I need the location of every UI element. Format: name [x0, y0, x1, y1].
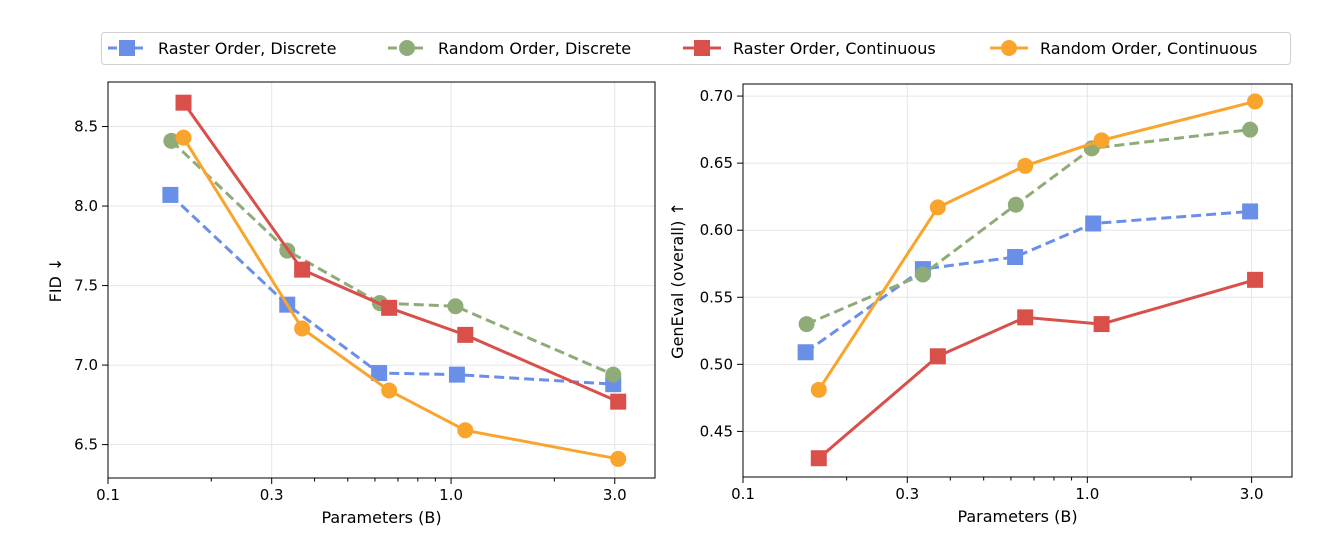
x-tick-label: 3.0: [603, 486, 627, 504]
data-point-square-marker: [381, 299, 398, 316]
data-point-circle-marker: [605, 366, 622, 383]
data-point-circle-marker: [294, 320, 311, 337]
y-tick-label: 0.65: [700, 154, 733, 172]
data-point-circle-marker: [457, 422, 474, 439]
data-point-square-marker: [175, 94, 192, 111]
y-tick-label: 0.60: [700, 221, 733, 239]
data-point-circle-marker: [798, 316, 815, 333]
y-tick-label: 0.45: [700, 422, 733, 440]
y-tick-label: 6.5: [74, 436, 98, 454]
data-point-square-marker: [1242, 203, 1259, 220]
data-point-square-marker: [457, 326, 474, 343]
data-point-square-marker: [1093, 316, 1110, 333]
legend-square-marker: [694, 40, 710, 56]
data-point-square-marker: [371, 365, 388, 382]
y-tick-label: 7.0: [74, 356, 98, 374]
axes-frame: [107, 81, 656, 479]
y-axis-label: GenEval (overall) ↑: [668, 202, 687, 359]
data-point-circle-marker: [1093, 132, 1110, 149]
data-point-circle-marker: [1242, 121, 1259, 138]
data-point-square-marker: [1085, 215, 1102, 232]
data-point-circle-marker: [1247, 93, 1264, 110]
data-point-circle-marker: [914, 266, 931, 283]
data-point-square-marker: [1007, 249, 1024, 266]
x-tick-label: 0.3: [260, 486, 284, 504]
legend-circle-marker: [399, 40, 415, 56]
legend-label: Random Order, Discrete: [438, 39, 631, 58]
x-tick-label: 0.3: [895, 485, 919, 503]
x-axis-label: Parameters (B): [321, 508, 441, 527]
series-line: [170, 139, 614, 377]
y-tick-label: 0.50: [700, 355, 733, 373]
data-point-square-marker: [797, 344, 814, 361]
axes-frame: [742, 83, 1293, 478]
data-point-circle-marker: [929, 199, 946, 216]
y-tick-label: 8.0: [74, 197, 98, 215]
data-point-circle-marker: [447, 298, 464, 315]
x-tick-label: 1.0: [1075, 485, 1099, 503]
legend-label: Random Order, Continuous: [1040, 39, 1257, 58]
data-point-square-marker: [810, 450, 827, 467]
series-line: [182, 136, 619, 461]
data-point-square-marker: [1017, 309, 1034, 326]
x-tick-label: 0.1: [96, 486, 120, 504]
data-point-square-marker: [162, 186, 179, 203]
x-tick-label: 3.0: [1240, 485, 1264, 503]
geneval-chart: 0.1 0.3 1.0 3.0 0.45 0.50 0.55 0.60 0.65 0.70 Para…: [668, 83, 1293, 526]
y-tick-label: 7.5: [74, 277, 98, 295]
y-axis-label: FID ↓: [46, 258, 65, 303]
data-point-circle-marker: [175, 129, 192, 146]
series-line: [804, 209, 1251, 354]
data-point-square-marker: [294, 261, 311, 278]
data-point-circle-marker: [163, 132, 180, 149]
legend-label: Raster Order, Continuous: [733, 39, 936, 58]
data-point-square-marker: [1247, 271, 1264, 288]
fid-chart: 0.1 0.3 1.0 3.0 6.5 7.0 7.5 8.0 8.5 Parameters (B…: [46, 81, 656, 527]
series-line: [817, 99, 1256, 391]
data-point-circle-marker: [1007, 196, 1024, 213]
x-tick-label: 1.0: [439, 486, 463, 504]
data-point-circle-marker: [381, 382, 398, 399]
data-point-square-marker: [610, 393, 627, 410]
y-tick-label: 8.5: [74, 118, 98, 136]
legend-circle-marker: [1001, 40, 1017, 56]
y-tick-label: 0.55: [700, 288, 733, 306]
data-point-circle-marker: [1017, 157, 1034, 174]
data-point-circle-marker: [810, 381, 827, 398]
x-axis-label: Parameters (B): [957, 507, 1077, 526]
x-tick-label: 0.1: [731, 485, 755, 503]
data-point-circle-marker: [610, 450, 627, 467]
data-point-square-marker: [448, 366, 465, 383]
y-tick-label: 0.70: [700, 87, 733, 105]
legend-label: Raster Order, Discrete: [158, 39, 336, 58]
legend-square-marker: [119, 40, 135, 56]
data-point-square-marker: [929, 348, 946, 365]
legend: Raster Order, Discrete Random Order, Disc…: [101, 32, 1291, 65]
series-line: [182, 101, 619, 404]
